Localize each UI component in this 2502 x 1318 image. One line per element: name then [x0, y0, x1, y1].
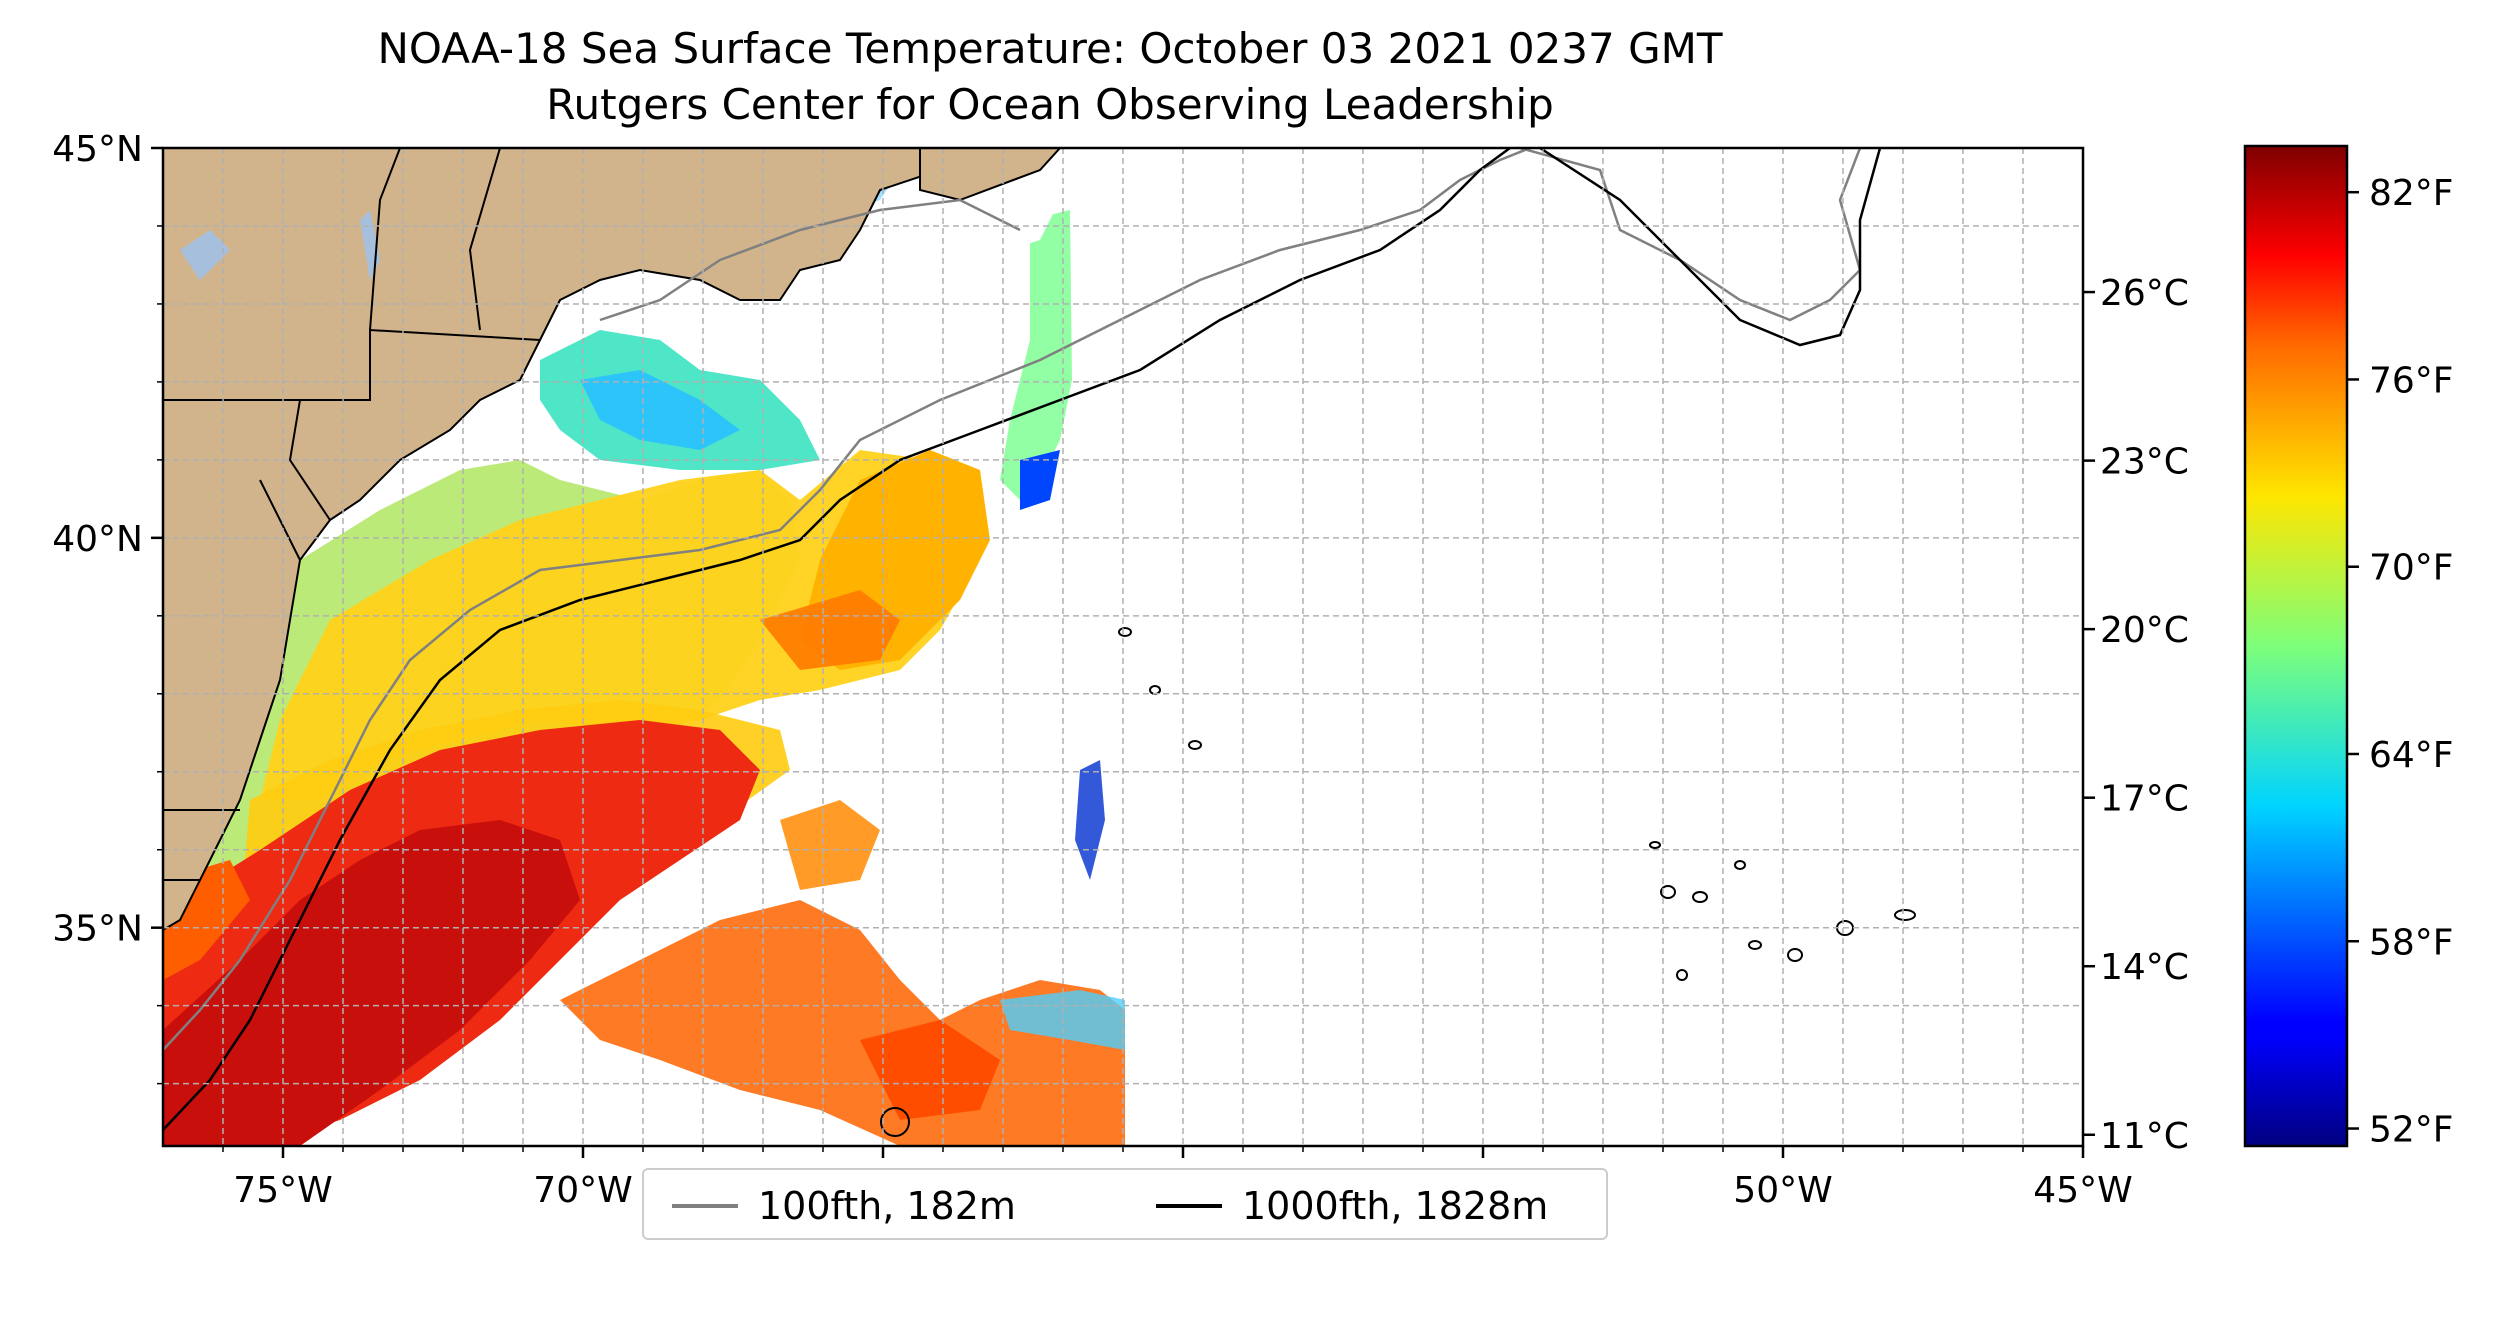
lat-tick-label: 35°N — [52, 909, 143, 950]
lon-tick-label: 70°W — [533, 1170, 632, 1211]
legend-swatch-100fth — [672, 1204, 738, 1208]
colorbar-celsius-axis: 26°C 23°C 20°C 17°C 14°C 11°C — [2083, 273, 2189, 1157]
legend-label-100fth: 100fth, 182m — [758, 1184, 1016, 1228]
fahrenheit-tick-label: 64°F — [2369, 735, 2454, 776]
celsius-tick-label: 14°C — [2100, 947, 2189, 988]
colorbar-gradient — [2243, 144, 2349, 1148]
lon-tick-label: 45°W — [2033, 1170, 2132, 1211]
fahrenheit-tick-label: 52°F — [2369, 1110, 2454, 1151]
legend-swatch-1000fth — [1156, 1204, 1222, 1208]
legend-item-1000fth: 1000fth, 1828m — [1156, 1184, 1548, 1228]
lon-tick-label: 75°W — [233, 1170, 332, 1211]
celsius-tick-label: 26°C — [2100, 273, 2189, 314]
fahrenheit-tick-label: 82°F — [2369, 173, 2454, 214]
fahrenheit-tick-label: 76°F — [2369, 360, 2454, 401]
chart-title: NOAA-18 Sea Surface Temperature: October… — [377, 24, 1723, 73]
latitude-axis: 45°N 40°N 35°N — [52, 129, 163, 1085]
legend-label-1000fth: 1000fth, 1828m — [1242, 1184, 1549, 1228]
celsius-tick-label: 17°C — [2100, 779, 2189, 820]
fahrenheit-tick-label: 70°F — [2369, 548, 2454, 589]
legend-item-100fth: 100fth, 182m — [672, 1184, 1016, 1228]
colorbar: 26°C 23°C 20°C 17°C 14°C 11°C 82°F 76°F 70°F 64°… — [2083, 144, 2454, 1157]
map-area — [163, 148, 2083, 1146]
gridlines — [163, 148, 2083, 1146]
lat-tick-label: 40°N — [52, 519, 143, 560]
fahrenheit-tick-label: 58°F — [2369, 922, 2454, 963]
contour-100fth — [163, 148, 1862, 1051]
chart-subtitle: Rutgers Center for Ocean Observing Leade… — [546, 80, 1554, 129]
colorbar-fahrenheit-axis: 82°F 76°F 70°F 64°F 58°F 52°F — [2347, 173, 2454, 1151]
celsius-tick-label: 20°C — [2100, 610, 2189, 651]
land — [163, 148, 1062, 932]
contour-1000fth — [163, 148, 1882, 1131]
celsius-tick-label: 11°C — [2100, 1116, 2189, 1157]
lon-tick-label: 50°W — [1733, 1170, 1832, 1211]
islands — [880, 627, 1916, 1137]
celsius-tick-label: 23°C — [2100, 442, 2189, 483]
legend: 100fth, 182m 1000fth, 1828m — [642, 1168, 1608, 1240]
lat-tick-label: 45°N — [52, 129, 143, 170]
